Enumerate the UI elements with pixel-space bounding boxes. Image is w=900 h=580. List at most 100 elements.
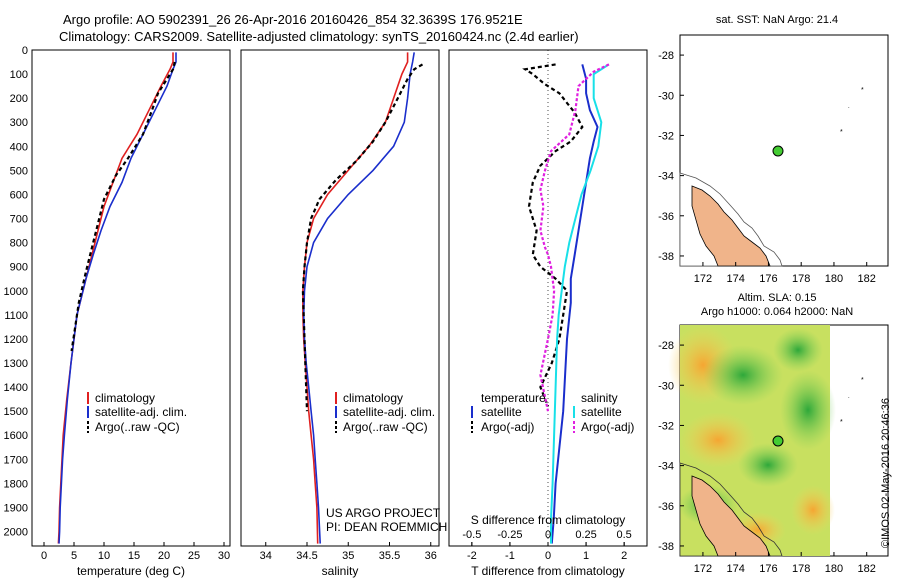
- temp-series: [57, 52, 177, 544]
- map-top-ytick-labels: -28 -30 -32 -34 -36 -38: [658, 50, 684, 263]
- legend-label: satellite: [481, 405, 522, 419]
- x-tick-label: -1: [505, 550, 515, 562]
- series-line-satellite-adj-clim-: [58, 52, 177, 544]
- legend-sal-title: salinity: [581, 391, 618, 405]
- temp-legend: climatology satellite-adj. clim. Argo(..…: [87, 391, 187, 434]
- lon-tick-label: 182: [858, 273, 876, 285]
- imos-credit: ©IMOS 02-May-2016 20:46:36: [880, 398, 892, 548]
- x-tick-label: 15: [128, 550, 140, 562]
- x-tick-label: 10: [98, 550, 110, 562]
- island-icon: *: [861, 377, 864, 384]
- lon-tick-label: 178: [792, 563, 810, 575]
- lon-tick-label: 174: [727, 273, 745, 285]
- x-tick-label: 0.5: [617, 529, 632, 541]
- sla-map-title-1: Altim. SLA: 0.15: [738, 292, 817, 304]
- legend-label: Argo(-adj): [481, 420, 534, 434]
- sal-xlabel: salinity: [322, 564, 359, 578]
- lon-tick-label: 182: [858, 563, 876, 575]
- x-tick-label: 2: [621, 550, 627, 562]
- x-tick-label: 0: [545, 529, 551, 541]
- header-line-2: Climatology: CARS2009. Satellite-adjuste…: [59, 29, 579, 44]
- depth-tick-label: 1800: [4, 478, 28, 490]
- lon-tick-label: 178: [792, 273, 810, 285]
- lon-tick-label: 172: [694, 273, 712, 285]
- x-tick-label: 1: [583, 550, 589, 562]
- legend-label: Argo(-adj): [581, 420, 634, 434]
- lat-tick-label: -34: [658, 171, 674, 183]
- legend-label: climatology: [343, 391, 403, 405]
- lon-tick-label: 172: [694, 563, 712, 575]
- header-line-1: Argo profile: AO 5902391_26 26-Apr-2016 …: [63, 12, 523, 27]
- depth-tick-label: 1100: [4, 310, 28, 322]
- lat-tick-label: -38: [658, 251, 674, 263]
- land-north-island: [691, 185, 771, 267]
- project-label: US ARGO PROJECT: [326, 506, 441, 520]
- depth-tick-label: 2000: [4, 527, 28, 539]
- sal-legend: climatology satellite-adj. clim. Argo(..…: [335, 391, 435, 434]
- x-tick-label: 35.5: [379, 550, 400, 562]
- depth-tick-label: 1700: [4, 454, 28, 466]
- lon-tick-label: 174: [727, 563, 745, 575]
- sla-field: [668, 325, 836, 556]
- temp-xtick-labels: 0 5 10 15 20 25 30: [41, 542, 230, 562]
- x-tick-label: 0.25: [575, 529, 596, 541]
- x-tick-label: 35: [342, 550, 354, 562]
- diff-t-tick-labels: -2 -1 0 1 2: [467, 542, 627, 562]
- argo-position-marker: [772, 145, 784, 157]
- depth-tick-label: 400: [10, 141, 28, 153]
- legend-temp-title: temperature: [481, 391, 546, 405]
- x-tick-label: 0: [545, 550, 551, 562]
- sst-map-title: sat. SST: NaN Argo: 21.4: [716, 14, 838, 26]
- depth-tick-label: 100: [10, 69, 28, 81]
- depth-tick-label: 300: [10, 117, 28, 129]
- series-line-salinity-satellite: [550, 63, 610, 544]
- x-tick-label: 34.5: [296, 550, 317, 562]
- legend-label: Argo(..raw -QC): [95, 420, 180, 434]
- map-bottom-xtick-labels: 172 174 176 178 180 182: [694, 552, 876, 575]
- sst-map: sat. SST: NaN Argo: 21.4 * . * -28 -30 -32…: [658, 14, 889, 285]
- legend-label: satellite-adj. clim.: [343, 405, 435, 419]
- island-icon: .: [848, 104, 850, 110]
- argo-position-marker: [772, 435, 784, 447]
- depth-tick-label: 1200: [4, 334, 28, 346]
- diff-xlabel: T difference from climatology: [471, 564, 625, 578]
- depth-tick-label: 1400: [4, 382, 28, 394]
- map-top-xtick-labels: 172 174 176 178 180 182: [694, 262, 876, 285]
- series-line-temperature-satellite: [550, 64, 599, 544]
- island-icon: *: [840, 419, 843, 426]
- temp-xlabel: temperature (deg C): [77, 564, 185, 578]
- depth-tick-label: 1000: [4, 286, 28, 298]
- lat-tick-label: -36: [658, 211, 674, 223]
- legend-label: satellite-adj. clim.: [95, 405, 187, 419]
- x-tick-label: -0.5: [462, 529, 481, 541]
- x-tick-label: -0.25: [497, 529, 522, 541]
- pi-label: PI: DEAN ROEMMICH: [326, 520, 447, 534]
- x-tick-label: 20: [158, 550, 170, 562]
- lon-tick-label: 180: [825, 563, 843, 575]
- island-icon: *: [840, 129, 843, 136]
- temp-panel-frame: [31, 49, 231, 547]
- series-line-temperature-argo-adj-: [522, 63, 584, 407]
- lat-tick-label: -32: [658, 130, 674, 142]
- x-tick-label: 30: [218, 550, 230, 562]
- depth-tick-label: 900: [10, 262, 28, 274]
- depth-tick-label: 1300: [4, 358, 28, 370]
- series-line-argo-raw-qc-: [70, 61, 176, 352]
- depth-tick-label: 200: [10, 93, 28, 105]
- depth-tick-label: 1600: [4, 430, 28, 442]
- series-line-salinity-argo-adj-: [539, 63, 610, 412]
- x-tick-label: 34: [260, 550, 272, 562]
- lat-tick-label: -36: [658, 501, 674, 513]
- lat-tick-label: -30: [658, 380, 674, 392]
- depth-tick-label: 1500: [4, 406, 28, 418]
- sal-panel-frame: [240, 49, 440, 547]
- lat-tick-label: -28: [658, 50, 674, 62]
- depth-tick-label: 500: [10, 165, 28, 177]
- lat-tick-label: -32: [658, 420, 674, 432]
- diff-series: [522, 63, 610, 544]
- lat-tick-label: -38: [658, 541, 674, 553]
- depth-tick-label: 1900: [4, 502, 28, 514]
- x-tick-label: 36: [425, 550, 437, 562]
- lon-tick-label: 176: [759, 273, 777, 285]
